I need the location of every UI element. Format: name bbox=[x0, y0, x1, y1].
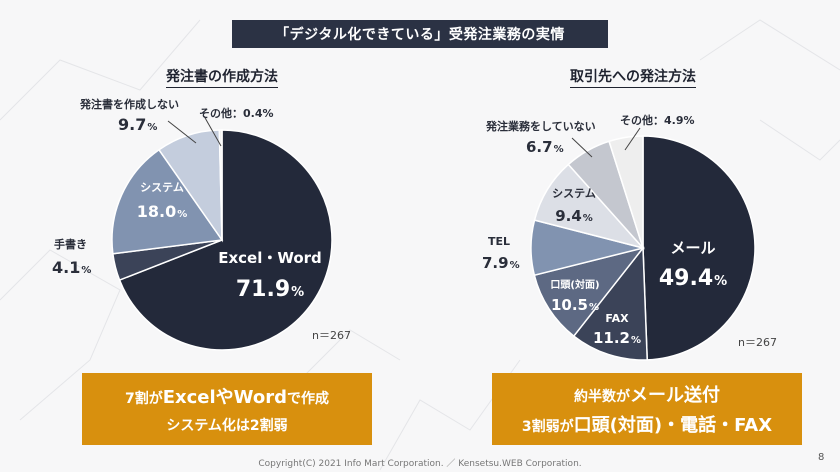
leader-line-left-sonota bbox=[203, 115, 222, 147]
label-no-business: 発注業務をしていない bbox=[485, 119, 596, 133]
value-no-business: 6.7% bbox=[526, 138, 564, 156]
footer-copyright: Copyright(C) 2021 Info Mart Corporation.… bbox=[258, 459, 582, 469]
label-no-create: 発注書を作成しない bbox=[79, 97, 179, 111]
right-pie-slice-1 bbox=[572, 245, 648, 361]
left-callout-box: 7割がExcelやWordで作成 システム化は2割弱 bbox=[82, 373, 372, 445]
label-sonota-right: その他：4.9% bbox=[620, 113, 695, 127]
label-kotou: 口頭(対面) bbox=[550, 278, 599, 291]
n-label-left: n＝267 bbox=[312, 329, 351, 342]
right-callout-line1: 約半数がメール送付 bbox=[574, 385, 720, 406]
right-callout-box: 約半数がメール送付 3割弱が口頭(対面)・電話・FAX bbox=[492, 373, 802, 445]
value-tel: 7.9% bbox=[482, 254, 520, 272]
value-system-right: 9.4% bbox=[555, 207, 593, 225]
left-chart-title: 発注書の作成方法 bbox=[166, 66, 278, 88]
label-fax: FAX bbox=[605, 312, 629, 325]
leader-line-right-sonota bbox=[624, 127, 641, 151]
label-sonota-left: その他：0.4% bbox=[199, 106, 274, 120]
value-kotou: 10.5% bbox=[551, 296, 599, 314]
value-system-left: 18.0% bbox=[137, 202, 188, 221]
slide-title: 「デジタル化できている」受発注業務の実情 bbox=[232, 20, 608, 48]
label-excel-word: Excel・Word bbox=[218, 249, 322, 267]
label-mail: メール bbox=[670, 239, 715, 257]
n-label-right: n＝267 bbox=[738, 336, 777, 349]
label-system-right: システム bbox=[552, 187, 596, 200]
right-callout-line2: 3割弱が口頭(対面)・電話・FAX bbox=[521, 415, 773, 436]
label-system-left: システム bbox=[140, 181, 184, 194]
value-tegaki: 4.1% bbox=[52, 258, 91, 277]
left-callout-line1: 7割がExcelやWordで作成 bbox=[124, 387, 330, 408]
right-pie-chart bbox=[530, 135, 756, 361]
left-pie-slice-2 bbox=[111, 148, 224, 255]
left-pie-slice-4 bbox=[218, 129, 223, 241]
value-fax: 11.2% bbox=[593, 329, 641, 347]
value-mail: 49.4% bbox=[659, 266, 727, 291]
left-pie-chart bbox=[111, 129, 333, 351]
right-chart-title: 取引先への発注方法 bbox=[570, 66, 696, 88]
right-pie-slice-2 bbox=[533, 246, 645, 338]
leader-line-right-nobiz bbox=[571, 137, 593, 158]
label-tel: TEL bbox=[488, 235, 510, 248]
page-number: 8 bbox=[818, 452, 825, 463]
label-tegaki: 手書き bbox=[54, 237, 87, 251]
right-pie-slice-6 bbox=[608, 135, 644, 249]
leader-line-left-nocreate bbox=[167, 120, 197, 144]
value-no-create: 9.7% bbox=[118, 115, 157, 134]
left-callout-line2: システム化は2割弱 bbox=[166, 418, 288, 434]
left-pie-slice-0 bbox=[118, 129, 333, 351]
value-excel-word: 71.9% bbox=[236, 277, 304, 302]
right-pie-slice-0 bbox=[642, 135, 756, 361]
